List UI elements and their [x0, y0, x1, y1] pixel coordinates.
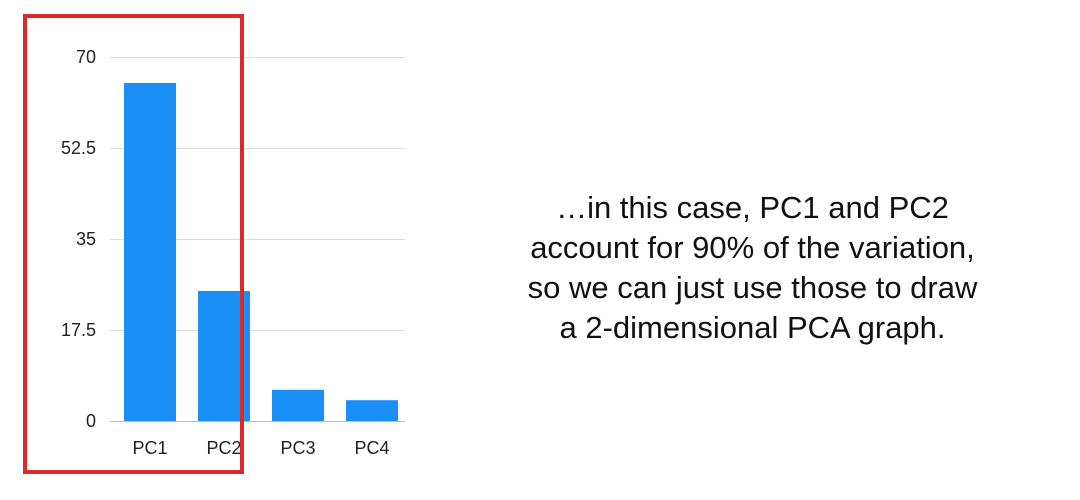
bar-pc4 [346, 400, 398, 421]
x-tick-label: PC1 [132, 438, 167, 458]
highlight-box [23, 14, 244, 474]
bar-pc3 [272, 389, 324, 421]
caption: …in this case, PC1 and PC2 account for 9… [470, 188, 1035, 348]
caption-line-4: a 2-dimensional PCA graph. [559, 310, 946, 345]
y-tick-label: 35 [76, 229, 96, 249]
caption-line-3: so we can just use those to draw [527, 270, 978, 305]
x-tick-label: PC3 [280, 438, 315, 458]
y-tick-label: 52.5 [61, 138, 96, 158]
y-tick-label: 0 [86, 411, 96, 431]
bar-pc1 [124, 83, 176, 421]
y-tick-label: 70 [76, 47, 96, 67]
x-tick-label: PC2 [206, 438, 241, 458]
y-tick-label: 17.5 [61, 320, 96, 340]
caption-line-2: account for 90% of the variation, [530, 230, 975, 265]
caption-line-1: …in this case, PC1 and PC2 [556, 190, 949, 225]
bar-chart: 0 17.5 35 52.5 70 PC1 PC2 PC3 PC4 [23, 14, 405, 474]
x-tick-label: PC4 [354, 438, 389, 458]
